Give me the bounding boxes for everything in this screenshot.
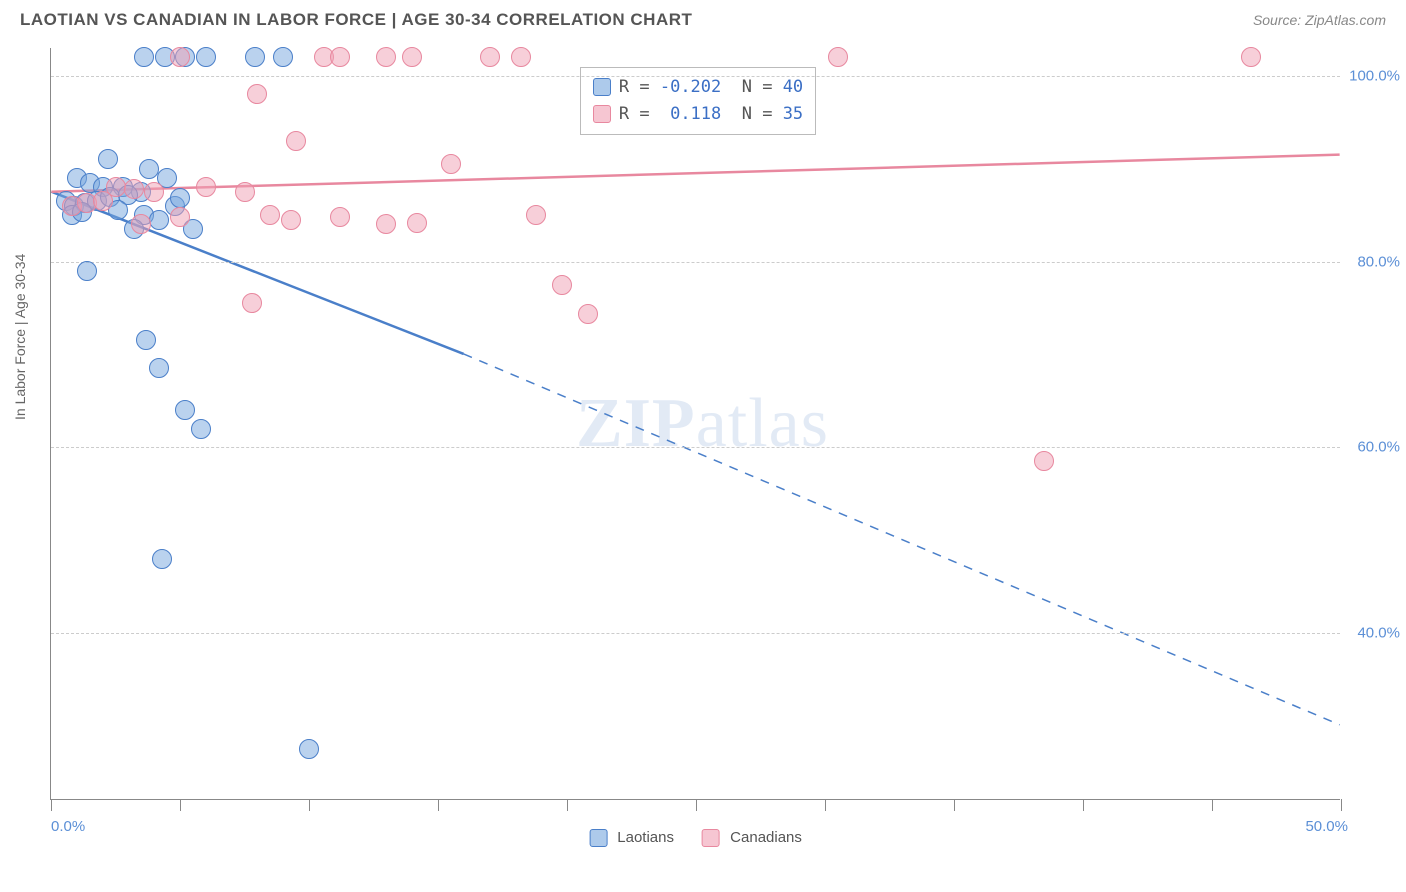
x-tick <box>51 799 52 811</box>
data-point <box>242 293 262 313</box>
data-point <box>139 159 159 179</box>
stats-label: N = <box>721 104 782 124</box>
stats-label: R = <box>619 104 660 124</box>
x-tick <box>1341 799 1342 811</box>
data-point <box>170 207 190 227</box>
data-point <box>196 47 216 67</box>
data-point <box>175 400 195 420</box>
x-tick <box>309 799 310 811</box>
data-point <box>552 275 572 295</box>
data-point <box>98 149 118 169</box>
x-tick <box>438 799 439 811</box>
x-tick <box>1083 799 1084 811</box>
chart-source: Source: ZipAtlas.com <box>1253 12 1386 28</box>
x-tick <box>825 799 826 811</box>
stats-row: R = 0.118 N = 35 <box>593 101 803 128</box>
data-point <box>828 47 848 67</box>
data-point <box>1034 451 1054 471</box>
data-point <box>134 47 154 67</box>
scatter-chart: ZIPatlas R = -0.202 N = 40R = 0.118 N = … <box>50 48 1340 800</box>
data-point <box>330 207 350 227</box>
stats-r-value: 0.118 <box>660 104 721 124</box>
y-tick-label: 100.0% <box>1349 67 1400 84</box>
stats-row: R = -0.202 N = 40 <box>593 74 803 101</box>
legend-item-canadians: Canadians <box>702 829 802 847</box>
data-point <box>93 191 113 211</box>
data-point <box>281 210 301 230</box>
data-point <box>235 182 255 202</box>
data-point <box>407 213 427 233</box>
stats-n-value: 35 <box>783 104 803 124</box>
trend-lines <box>51 48 1340 799</box>
data-point <box>149 210 169 230</box>
legend-label: Laotians <box>617 829 674 846</box>
x-tick <box>696 799 697 811</box>
data-point <box>77 261 97 281</box>
y-tick-label: 40.0% <box>1357 624 1400 641</box>
data-point <box>441 154 461 174</box>
watermark-rest: atlas <box>696 385 829 462</box>
x-tick <box>1212 799 1213 811</box>
y-axis-label: In Labor Force | Age 30-34 <box>12 254 28 420</box>
y-tick-label: 80.0% <box>1357 253 1400 270</box>
data-point <box>578 304 598 324</box>
stats-label: N = <box>721 77 782 97</box>
legend-item-laotians: Laotians <box>589 829 674 847</box>
data-point <box>286 131 306 151</box>
square-icon <box>593 78 611 96</box>
data-point <box>526 205 546 225</box>
x-tick <box>954 799 955 811</box>
stats-n-value: 40 <box>783 77 803 97</box>
data-point <box>152 549 172 569</box>
data-point <box>124 179 144 199</box>
bottom-legend: Laotians Canadians <box>589 829 802 847</box>
legend-label: Canadians <box>730 829 802 846</box>
data-point <box>299 739 319 759</box>
data-point <box>1241 47 1261 67</box>
data-point <box>330 47 350 67</box>
data-point <box>136 330 156 350</box>
watermark-bold: ZIP <box>576 385 696 462</box>
gridline <box>51 76 1340 77</box>
data-point <box>170 47 190 67</box>
gridline <box>51 447 1340 448</box>
data-point <box>131 214 151 234</box>
data-point <box>144 182 164 202</box>
square-icon <box>702 829 720 847</box>
data-point <box>191 419 211 439</box>
stats-r-value: -0.202 <box>660 77 721 97</box>
y-tick-label: 60.0% <box>1357 439 1400 456</box>
chart-title: LAOTIAN VS CANADIAN IN LABOR FORCE | AGE… <box>20 10 692 30</box>
data-point <box>480 47 500 67</box>
x-tick <box>567 799 568 811</box>
data-point <box>376 47 396 67</box>
watermark: ZIPatlas <box>576 384 829 464</box>
data-point <box>273 47 293 67</box>
data-point <box>247 84 267 104</box>
stats-label: R = <box>619 77 660 97</box>
data-point <box>260 205 280 225</box>
data-point <box>170 188 190 208</box>
square-icon <box>593 105 611 123</box>
stats-legend-box: R = -0.202 N = 40R = 0.118 N = 35 <box>580 67 816 135</box>
x-tick-label: 0.0% <box>51 818 85 835</box>
x-tick-label: 50.0% <box>1305 818 1348 835</box>
data-point <box>376 214 396 234</box>
data-point <box>402 47 422 67</box>
gridline <box>51 633 1340 634</box>
data-point <box>196 177 216 197</box>
gridline <box>51 262 1340 263</box>
data-point <box>511 47 531 67</box>
data-point <box>245 47 265 67</box>
data-point <box>149 358 169 378</box>
square-icon <box>589 829 607 847</box>
x-tick <box>180 799 181 811</box>
